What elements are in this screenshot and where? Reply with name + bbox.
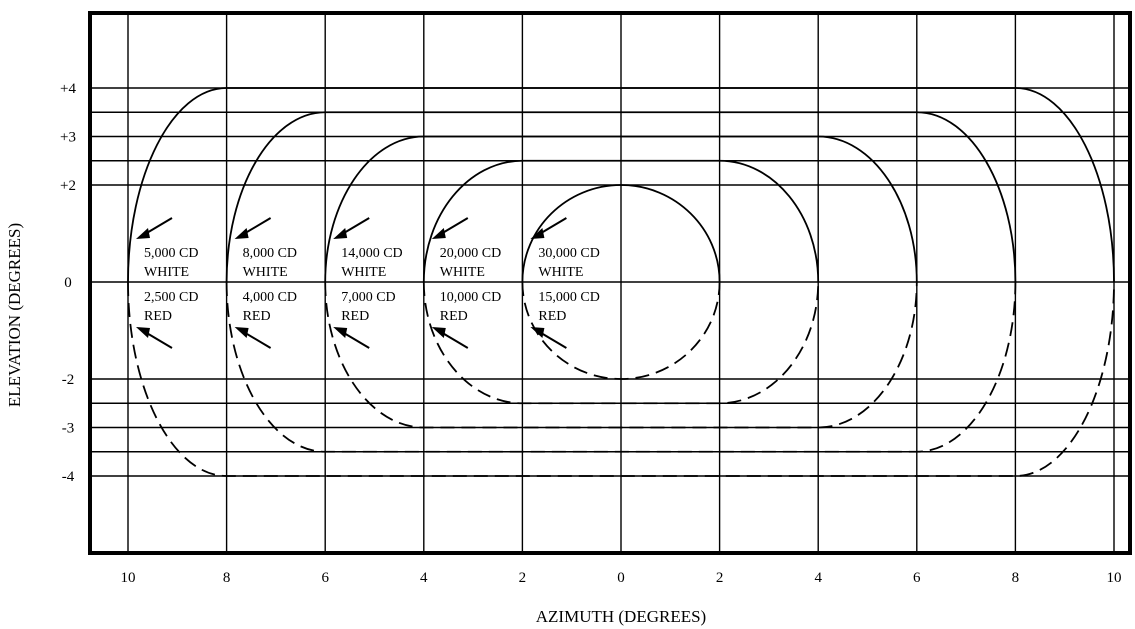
arrowhead-white bbox=[333, 228, 348, 239]
contour-white bbox=[422, 159, 820, 283]
white-color-label: WHITE bbox=[144, 265, 189, 280]
y-tick-label: -3 bbox=[62, 421, 75, 437]
arrowhead-red bbox=[530, 327, 545, 338]
arrowhead-white bbox=[431, 228, 446, 239]
red-intensity-label: 4,000 CD bbox=[243, 290, 297, 305]
red-intensity-label: 15,000 CD bbox=[538, 290, 599, 305]
white-color-label: WHITE bbox=[341, 265, 386, 280]
arrowhead-red bbox=[136, 327, 150, 338]
x-tick-label: 2 bbox=[716, 570, 724, 586]
white-color-label: WHITE bbox=[440, 265, 485, 280]
contour-red bbox=[324, 281, 918, 429]
contour-white bbox=[127, 87, 1115, 283]
arrows bbox=[136, 217, 567, 349]
x-tick-label: 4 bbox=[814, 570, 822, 586]
red-color-label: RED bbox=[440, 309, 468, 324]
white-color-label: WHITE bbox=[538, 265, 583, 280]
y-tick-label: +2 bbox=[60, 178, 76, 194]
arrowhead-white bbox=[530, 228, 545, 239]
x-tick-label: 6 bbox=[321, 570, 329, 586]
contour-white bbox=[324, 135, 918, 283]
contour-red bbox=[127, 281, 1115, 477]
white-intensity-label: 14,000 CD bbox=[341, 246, 402, 261]
white-intensity-label: 8,000 CD bbox=[243, 246, 297, 261]
contour-red bbox=[225, 281, 1017, 453]
plot-frame bbox=[88, 11, 1132, 555]
red-color-label: RED bbox=[538, 309, 566, 324]
x-tick-label: 6 bbox=[913, 570, 921, 586]
y-tick-label: +4 bbox=[60, 81, 76, 97]
grid bbox=[88, 11, 1132, 555]
contour-white bbox=[225, 111, 1017, 283]
x-tick-label: 2 bbox=[519, 570, 527, 586]
y-axis-title: ELEVATION (DEGREES) bbox=[5, 223, 24, 407]
white-intensity-label: 5,000 CD bbox=[144, 246, 198, 261]
x-tick-label: 8 bbox=[223, 570, 231, 586]
x-tick-label: 8 bbox=[1012, 570, 1020, 586]
white-intensity-label: 30,000 CD bbox=[538, 246, 599, 261]
tick-labels: 10 8 6 4 2 0 2 4 6 8 10 +4 +3 +2 0 -2 -3 -4 bbox=[60, 81, 1121, 586]
arrowhead-white bbox=[136, 228, 150, 239]
arrowhead-red bbox=[234, 327, 249, 338]
x-tick-label: 4 bbox=[420, 570, 428, 586]
white-intensity-label: 20,000 CD bbox=[440, 246, 501, 261]
arrowhead-red bbox=[333, 327, 348, 338]
red-intensity-label: 2,500 CD bbox=[144, 290, 198, 305]
arrowhead-red bbox=[431, 327, 446, 338]
red-color-label: RED bbox=[144, 309, 172, 324]
y-tick-label: -4 bbox=[62, 469, 75, 485]
contours bbox=[127, 87, 1115, 477]
red-intensity-label: 7,000 CD bbox=[341, 290, 395, 305]
red-color-label: RED bbox=[243, 309, 271, 324]
arrowhead-white bbox=[234, 228, 249, 239]
red-intensity-label: 10,000 CD bbox=[440, 290, 501, 305]
x-tick-label: 0 bbox=[617, 570, 625, 586]
contour-labels: 30,000 CD WHITE 15,000 CD RED 20,000 CD WHITE… bbox=[144, 246, 600, 324]
x-tick-label: 10 bbox=[121, 570, 136, 586]
y-tick-label: -2 bbox=[62, 372, 75, 388]
white-color-label: WHITE bbox=[243, 265, 288, 280]
y-tick-label: +3 bbox=[60, 130, 76, 146]
x-axis-title: AZIMUTH (DEGREES) bbox=[536, 607, 706, 626]
red-color-label: RED bbox=[341, 309, 369, 324]
y-tick-label: 0 bbox=[64, 275, 72, 291]
x-tick-label: 10 bbox=[1107, 570, 1122, 586]
